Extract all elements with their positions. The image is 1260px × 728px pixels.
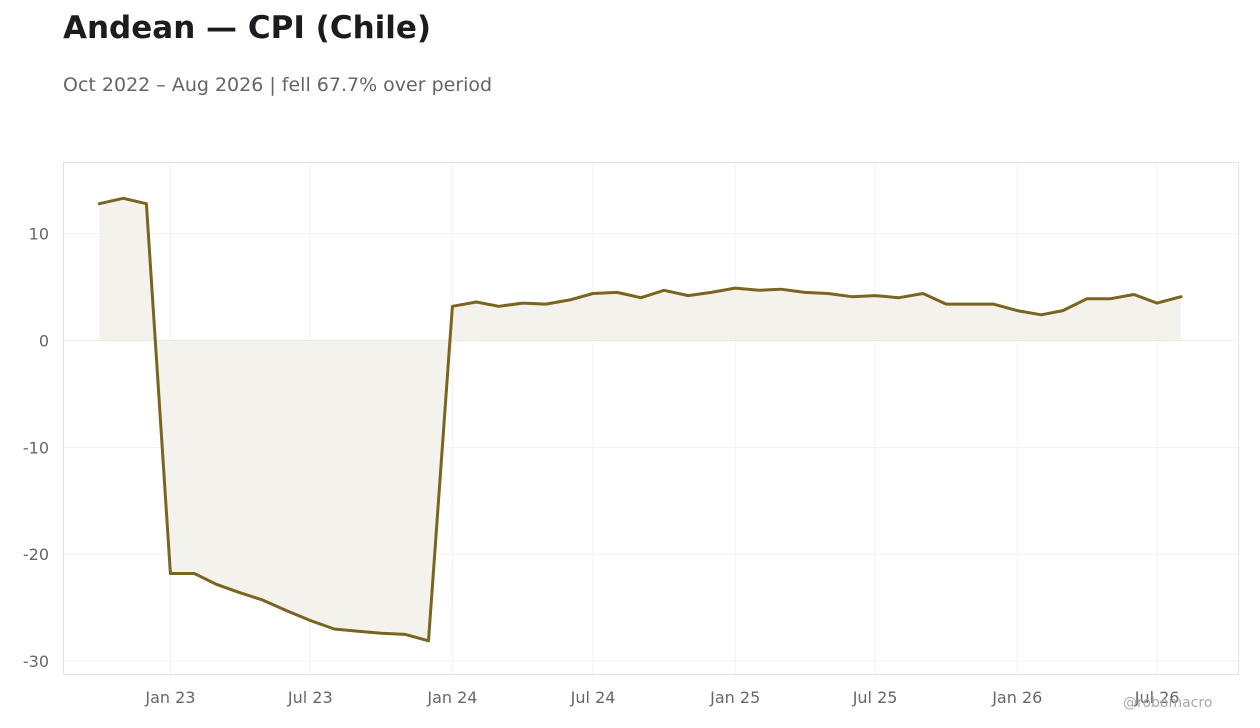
x-tick-label-3: Jul 24 bbox=[570, 688, 616, 707]
data-point-14 bbox=[427, 639, 430, 642]
data-point-0 bbox=[98, 202, 101, 205]
data-point-20 bbox=[568, 298, 571, 301]
data-point-41 bbox=[1061, 309, 1064, 312]
data-point-7 bbox=[262, 599, 265, 602]
x-tick-label-6: Jan 26 bbox=[991, 688, 1042, 707]
data-point-12 bbox=[380, 632, 383, 635]
data-point-17 bbox=[497, 305, 500, 308]
data-point-3 bbox=[169, 572, 172, 575]
data-point-30 bbox=[803, 291, 806, 294]
data-point-5 bbox=[215, 583, 218, 586]
data-point-2 bbox=[145, 202, 148, 205]
x-tick-label-1: Jul 23 bbox=[287, 688, 333, 707]
y-tick-label-2: -10 bbox=[23, 438, 49, 457]
data-point-18 bbox=[521, 302, 524, 305]
data-point-8 bbox=[286, 609, 289, 612]
y-tick-label-3: -20 bbox=[23, 545, 49, 564]
data-point-29 bbox=[779, 288, 782, 291]
data-point-42 bbox=[1085, 297, 1088, 300]
data-point-36 bbox=[945, 303, 948, 306]
data-point-37 bbox=[969, 303, 972, 306]
line-layer bbox=[97, 196, 1183, 643]
y-tick-label-1: 0 bbox=[39, 331, 49, 350]
data-point-9 bbox=[309, 619, 312, 622]
data-point-24 bbox=[663, 289, 666, 292]
data-point-15 bbox=[451, 305, 454, 308]
watermark: @robomacro bbox=[1123, 695, 1213, 711]
series-area-fill bbox=[99, 198, 1181, 641]
data-point-21 bbox=[592, 292, 595, 295]
data-point-26 bbox=[710, 291, 713, 294]
data-point-46 bbox=[1180, 295, 1183, 298]
x-tick-label-5: Jul 25 bbox=[852, 688, 898, 707]
data-point-35 bbox=[922, 292, 925, 295]
frame-layer bbox=[63, 162, 1239, 675]
area-layer bbox=[99, 198, 1182, 641]
data-point-39 bbox=[1016, 309, 1019, 312]
data-point-27 bbox=[734, 287, 737, 290]
chart-title: Andean — CPI (Chile) bbox=[63, 10, 432, 46]
y-tick-label-4: -30 bbox=[23, 652, 49, 671]
data-point-11 bbox=[357, 630, 360, 633]
data-point-32 bbox=[850, 295, 853, 298]
data-point-1 bbox=[122, 197, 125, 200]
data-point-28 bbox=[758, 289, 761, 292]
data-point-13 bbox=[404, 633, 407, 636]
data-point-43 bbox=[1109, 297, 1112, 300]
data-point-44 bbox=[1132, 293, 1135, 296]
data-point-10 bbox=[333, 628, 336, 631]
data-point-25 bbox=[687, 294, 690, 297]
chart-subtitle: Oct 2022 – Aug 2026 | fell 67.7% over pe… bbox=[63, 74, 493, 96]
x-tick-label-4: Jan 25 bbox=[709, 688, 760, 707]
plot-frame bbox=[63, 162, 1239, 675]
x-tick-label-2: Jan 24 bbox=[426, 688, 477, 707]
y-tick-label-0: 10 bbox=[29, 225, 49, 244]
data-point-34 bbox=[898, 296, 901, 299]
data-point-38 bbox=[992, 303, 995, 306]
data-point-6 bbox=[238, 591, 241, 594]
data-point-16 bbox=[475, 301, 478, 304]
data-point-22 bbox=[616, 291, 619, 294]
data-point-19 bbox=[544, 303, 547, 306]
data-point-31 bbox=[826, 292, 829, 295]
data-point-4 bbox=[193, 572, 196, 575]
data-point-33 bbox=[874, 294, 877, 297]
x-tick-label-7: Jul 26 bbox=[1134, 688, 1180, 707]
data-point-23 bbox=[640, 296, 643, 299]
label-layer: Jan 23 Jul 23 Jan 24 Jul 24 Jan 25 Jul 25 Jan … bbox=[23, 225, 1180, 707]
data-point-40 bbox=[1040, 313, 1043, 316]
data-point-45 bbox=[1156, 302, 1159, 305]
x-tick-label-0: Jan 23 bbox=[144, 688, 195, 707]
series-line bbox=[97, 196, 1183, 643]
